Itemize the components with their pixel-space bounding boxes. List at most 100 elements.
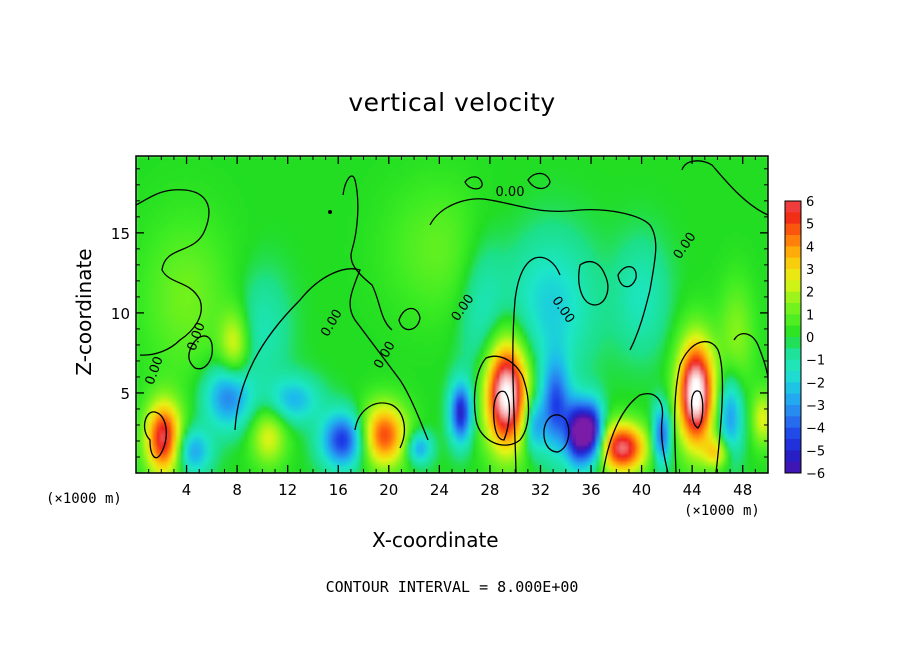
field-cell [224, 171, 229, 177]
field-cell [324, 366, 329, 371]
field-cell [204, 445, 209, 450]
field-cell [220, 393, 225, 399]
field-cell [164, 251, 169, 256]
field-cell [344, 441, 349, 446]
field-cell [380, 231, 385, 236]
field-cell [308, 429, 313, 434]
field-cell [328, 294, 333, 300]
field-cell [268, 298, 273, 304]
field-cell [144, 290, 149, 296]
field-cell [320, 401, 325, 407]
field-cell [204, 183, 209, 189]
field-cell [356, 175, 361, 181]
field-cell [176, 259, 181, 264]
field-cell [136, 393, 141, 399]
field-cell [152, 377, 157, 383]
field-cell [168, 465, 173, 470]
field-cell [260, 358, 265, 363]
field-cell [320, 282, 325, 288]
field-cell [352, 385, 357, 391]
field-cell [328, 421, 333, 427]
field-cell [320, 425, 325, 431]
field-cell [160, 322, 165, 327]
field-cell [152, 247, 157, 252]
field-cell [364, 290, 369, 296]
field-cell [280, 457, 285, 462]
field-cell [248, 270, 253, 276]
field-cell [284, 183, 289, 189]
field-cell [220, 282, 225, 288]
field-cell [180, 207, 185, 213]
field-cell [264, 302, 269, 308]
field-cell [360, 266, 365, 272]
field-cell [316, 259, 321, 264]
field-cell [224, 187, 229, 193]
field-cell [212, 231, 217, 236]
field-cell [184, 413, 189, 419]
field-cell [364, 342, 369, 347]
field-cell [260, 302, 265, 308]
field-cell [208, 278, 213, 284]
field-cell [260, 274, 265, 280]
field-cell [204, 239, 209, 244]
field-cell [328, 278, 333, 284]
field-cell [264, 346, 269, 351]
field-cell [144, 306, 149, 312]
field-cell [248, 441, 253, 446]
field-cell [280, 306, 285, 312]
field-cell [296, 156, 301, 161]
field-cell [200, 262, 205, 268]
field-cell [140, 358, 145, 363]
field-cell [228, 298, 233, 304]
field-cell [352, 207, 357, 213]
field-cell [136, 290, 141, 296]
field-cell [140, 366, 145, 371]
field-cell [148, 235, 153, 240]
field-cell [148, 421, 153, 427]
field-cell [336, 381, 341, 387]
field-cell [372, 377, 377, 383]
field-cell [320, 373, 325, 379]
field-cell [328, 223, 333, 228]
field-cell [156, 342, 161, 347]
field-cell [196, 227, 201, 232]
field-cell [304, 270, 309, 276]
field-cell [152, 437, 157, 442]
field-cell [368, 437, 373, 442]
field-cell [216, 207, 221, 213]
field-cell [276, 183, 281, 189]
field-cell [292, 171, 297, 177]
field-cell [200, 449, 205, 454]
field-cell [140, 278, 145, 284]
field-cell [232, 366, 237, 371]
field-cell [148, 262, 153, 268]
field-cell [296, 302, 301, 308]
field-cell [328, 203, 333, 209]
field-cell [212, 282, 217, 288]
field-cell [192, 457, 197, 462]
field-cell [244, 247, 249, 252]
field-cell [280, 215, 285, 220]
field-cell [308, 437, 313, 442]
field-cell [244, 417, 249, 423]
field-cell [208, 437, 213, 442]
field-cell [208, 175, 213, 181]
field-cell [140, 163, 145, 169]
field-cell [340, 322, 345, 327]
field-cell [372, 175, 377, 181]
field-cell [200, 156, 205, 161]
field-cell [364, 227, 369, 232]
field-cell [216, 334, 221, 339]
field-cell [348, 433, 353, 438]
field-cell [240, 377, 245, 383]
field-cell [212, 318, 217, 324]
field-cell [160, 429, 165, 434]
field-cell [244, 385, 249, 391]
field-cell [380, 215, 385, 220]
field-cell [380, 369, 385, 375]
field-cell [288, 465, 293, 470]
field-cell [248, 373, 253, 379]
field-cell [316, 342, 321, 347]
field-cell [364, 322, 369, 327]
field-cell [176, 302, 181, 308]
